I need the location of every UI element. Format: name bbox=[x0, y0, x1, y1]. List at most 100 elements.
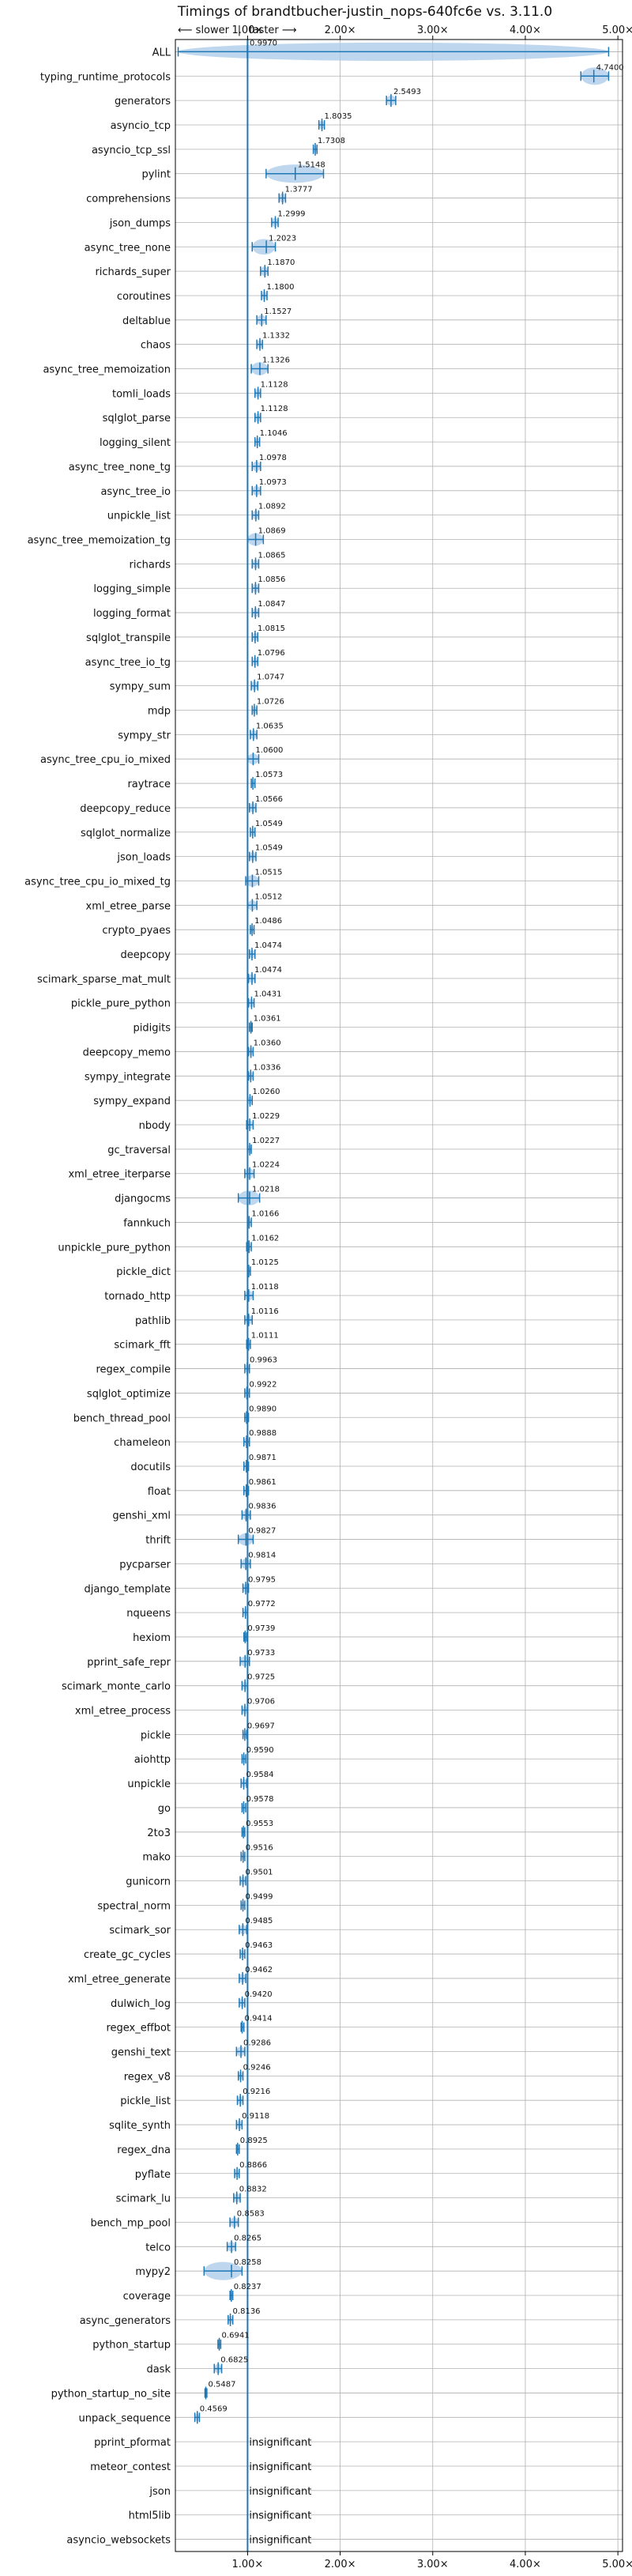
value-label: 0.9725 bbox=[247, 1673, 275, 1682]
benchmark-label: json bbox=[149, 2486, 171, 2498]
benchmark-label: xml_etree_parse bbox=[86, 900, 171, 912]
benchmark-label: pickle bbox=[141, 1729, 171, 1741]
benchmark-label: sympy_sum bbox=[110, 681, 171, 693]
value-label: 1.0747 bbox=[257, 673, 284, 682]
benchmark-label: html5lib bbox=[129, 2510, 171, 2522]
value-label: 0.9861 bbox=[249, 1478, 276, 1487]
value-label: 0.9246 bbox=[243, 2063, 271, 2072]
value-label: 0.9578 bbox=[246, 1795, 273, 1804]
benchmark-label: sqlglot_normalize bbox=[81, 828, 171, 839]
benchmark-label: genshi_text bbox=[111, 2046, 171, 2058]
benchmark-label: telco bbox=[145, 2242, 171, 2254]
value-label: 0.9485 bbox=[245, 1917, 273, 1925]
value-label: 0.9420 bbox=[245, 1990, 273, 1999]
insignificant-label: insignificant bbox=[249, 2510, 311, 2522]
value-label: 1.2999 bbox=[278, 209, 306, 218]
benchmark-label: async_tree_io bbox=[100, 486, 171, 498]
x-tick-label-bottom: 3.00× bbox=[417, 2559, 449, 2570]
value-label: 0.5487 bbox=[209, 2380, 236, 2389]
benchmark-label: json_dumps bbox=[109, 217, 171, 229]
value-label: 1.0869 bbox=[258, 527, 286, 536]
benchmark-label: coroutines bbox=[117, 291, 171, 303]
value-label: 0.9118 bbox=[242, 2112, 269, 2121]
benchmark-label: sqlglot_optimize bbox=[87, 1388, 171, 1400]
x-tick-label-top: 1.00× bbox=[231, 25, 263, 36]
benchmark-label: float bbox=[148, 1486, 171, 1498]
value-label: 0.9516 bbox=[246, 1844, 273, 1853]
value-label: 0.8237 bbox=[234, 2283, 261, 2291]
benchmark-label: spectral_norm bbox=[97, 1900, 171, 1912]
value-label: 1.0549 bbox=[255, 844, 283, 853]
benchmark-label: bench_thread_pool bbox=[73, 1412, 171, 1424]
benchmark-label: pathlib bbox=[135, 1315, 171, 1327]
value-label: 0.9739 bbox=[247, 1624, 275, 1633]
benchmark-label: mako bbox=[142, 1852, 171, 1864]
benchmark-label: aiohttp bbox=[134, 1754, 171, 1766]
value-label: 1.0847 bbox=[258, 600, 285, 609]
benchmark-label: python_startup bbox=[92, 2340, 171, 2352]
benchmark-label: async_generators bbox=[80, 2315, 171, 2327]
value-label: 1.7308 bbox=[318, 137, 345, 145]
value-label: 1.0566 bbox=[255, 795, 283, 804]
benchmark-label: djangocms bbox=[115, 1194, 171, 1205]
value-label: 1.0515 bbox=[254, 868, 282, 877]
value-label: 1.0600 bbox=[255, 746, 283, 755]
value-label: 0.9922 bbox=[249, 1380, 276, 1389]
benchmark-label: comprehensions bbox=[86, 194, 171, 206]
benchmark-label: gunicorn bbox=[126, 1876, 171, 1888]
benchmark-label: sqlglot_parse bbox=[103, 413, 171, 424]
value-label: 1.0260 bbox=[252, 1088, 280, 1096]
value-label: 1.1527 bbox=[264, 307, 292, 316]
value-label: 1.0162 bbox=[251, 1234, 279, 1243]
value-label: 1.1046 bbox=[260, 429, 288, 438]
value-label: 0.8832 bbox=[239, 2186, 267, 2194]
direction-labels: ⟵ slower | faster ⟶ bbox=[178, 25, 297, 36]
benchmark-label: async_tree_none_tg bbox=[69, 462, 171, 473]
benchmark-labels: ALL typing_runtime_protocols generators asy… bbox=[24, 47, 171, 2546]
x-tick-label-bottom: 5.00× bbox=[602, 2559, 632, 2570]
benchmark-label: sympy_str bbox=[118, 730, 171, 741]
value-label: 1.0227 bbox=[252, 1137, 280, 1145]
insignificant-label: insignificant bbox=[249, 2461, 311, 2473]
value-label: 1.0166 bbox=[251, 1209, 279, 1218]
benchmark-label: dask bbox=[146, 2364, 171, 2376]
value-labels: 0.9970 4.7400 2.5493 1.8035 1.7308 1.5148 1.37… bbox=[200, 39, 624, 2546]
benchmark-label: scimark_sor bbox=[109, 1925, 171, 1937]
value-label: 0.9584 bbox=[246, 1771, 274, 1779]
benchmark-label: chameleon bbox=[114, 1437, 171, 1449]
benchmark-label: pidigits bbox=[134, 1023, 171, 1035]
value-label: 1.0474 bbox=[254, 941, 282, 950]
benchmark-label: bench_mp_pool bbox=[90, 2217, 171, 2229]
value-label: 0.9590 bbox=[246, 1746, 274, 1755]
value-label: 1.0573 bbox=[255, 771, 283, 779]
benchmark-label: pycparser bbox=[119, 1559, 171, 1571]
benchmark-label: ALL bbox=[152, 47, 171, 58]
benchmark-label: meteor_contest bbox=[90, 2461, 171, 2473]
benchmark-label: pickle_pure_python bbox=[71, 998, 171, 1010]
value-label: 0.9795 bbox=[248, 1575, 276, 1584]
benchmark-label: sympy_integrate bbox=[85, 1071, 171, 1083]
value-label: 0.8925 bbox=[240, 2137, 268, 2145]
value-label: 1.0978 bbox=[259, 454, 287, 462]
value-label: 0.8866 bbox=[239, 2161, 267, 2170]
value-label: 0.9888 bbox=[249, 1429, 276, 1438]
value-label: 1.0431 bbox=[254, 990, 281, 999]
value-label: 0.8583 bbox=[237, 2209, 265, 2218]
value-label: 0.9462 bbox=[245, 1966, 273, 1974]
value-label: 1.0474 bbox=[254, 966, 282, 975]
x-tick-label-bottom: 2.00× bbox=[325, 2559, 356, 2570]
insignificant-label: insignificant bbox=[249, 2535, 311, 2547]
benchmark-label: docutils bbox=[130, 1461, 171, 1473]
value-label: 1.0635 bbox=[256, 722, 284, 730]
value-label: 0.8265 bbox=[234, 2234, 261, 2242]
value-label: 1.1128 bbox=[261, 405, 288, 413]
value-label: 1.0486 bbox=[254, 917, 282, 926]
value-label: 0.9499 bbox=[246, 1892, 273, 1901]
value-label: 1.0973 bbox=[259, 478, 287, 487]
benchmark-label: go bbox=[158, 1803, 171, 1815]
value-label: 1.0865 bbox=[258, 551, 286, 560]
value-label: 1.0856 bbox=[258, 575, 285, 584]
value-label: 0.9890 bbox=[249, 1405, 276, 1413]
benchmark-label: sympy_expand bbox=[93, 1096, 171, 1107]
value-label: 0.9553 bbox=[246, 1820, 273, 1828]
